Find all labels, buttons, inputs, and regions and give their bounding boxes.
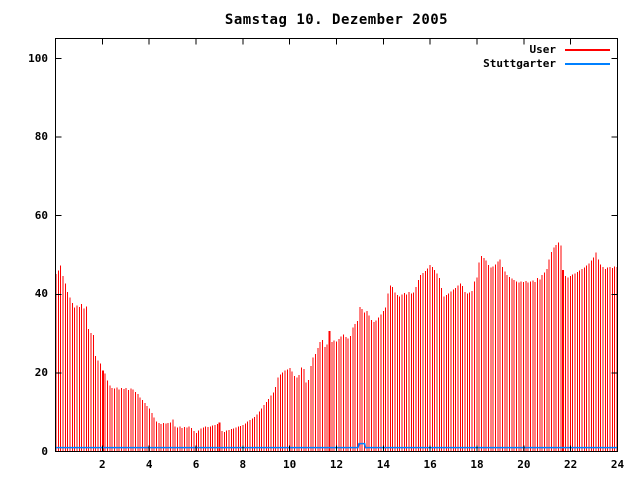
y-tick-label: 20 (34, 365, 48, 379)
stuttgarter-line (55, 442, 618, 449)
x-tick-label: 16 (423, 458, 437, 471)
x-tick-label: 8 (239, 458, 247, 471)
x-tick-label: 24 (610, 458, 625, 471)
y-tick-label: 100 (28, 51, 48, 65)
legend-item-stuttgarter: Stuttgarter (430, 57, 610, 70)
x-tick-label: 22 (564, 458, 578, 471)
legend-line-user-icon (565, 48, 610, 51)
y-tick-label: 60 (34, 208, 48, 222)
y-tick-label: 40 (34, 287, 48, 301)
legend-label-user: User (529, 43, 557, 56)
x-tick-label: 20 (517, 458, 531, 471)
x-tick-label: 6 (192, 458, 200, 471)
axes-frame (55, 38, 618, 452)
x-tick-label: 14 (376, 458, 390, 471)
x-tick-label: 18 (470, 458, 484, 471)
legend: User Stuttgarter (430, 43, 610, 70)
legend-item-user: User (430, 43, 610, 56)
legend-line-stuttgarter-icon (565, 62, 610, 65)
y-tick-label: 80 (34, 130, 48, 144)
x-tick-label: 12 (329, 458, 344, 471)
legend-label-stuttgarter: Stuttgarter (483, 57, 556, 70)
y-tick-label: 0 (41, 444, 48, 458)
x-tick-label: 10 (283, 458, 297, 471)
x-tick-label: 4 (145, 458, 153, 471)
user-impulses (55, 242, 618, 452)
chart-title: Samstag 10. Dezember 2005 (224, 12, 449, 28)
x-tick-label: 2 (99, 458, 106, 471)
